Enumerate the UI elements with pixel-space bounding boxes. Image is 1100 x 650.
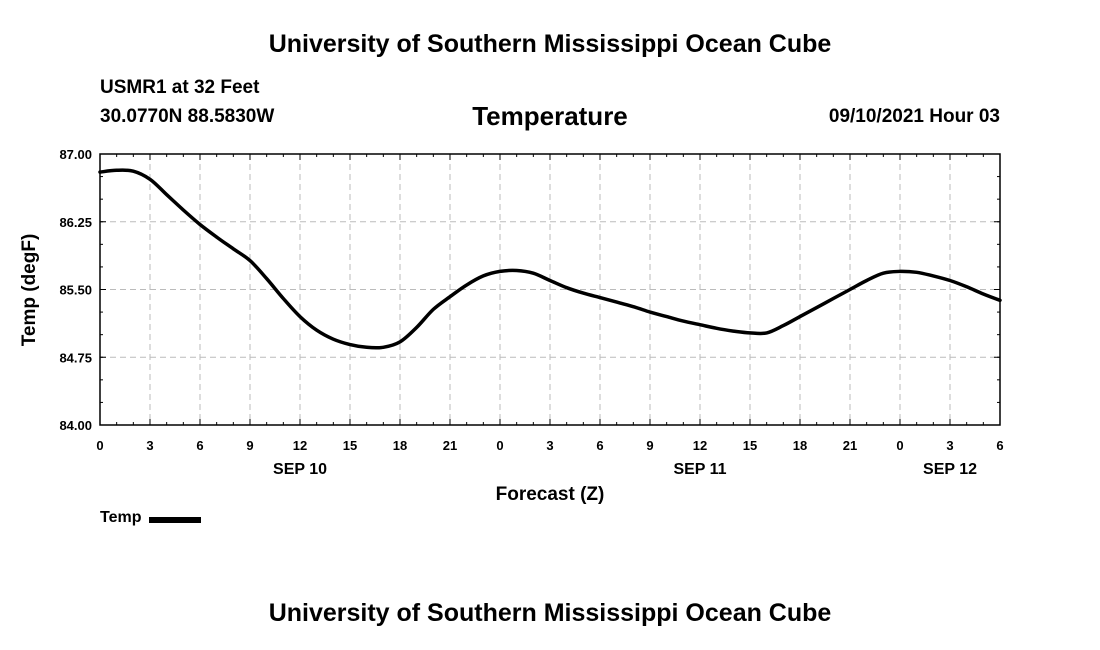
y-tick-label: 87.00 <box>59 147 92 162</box>
x-tick-label: 15 <box>343 438 357 453</box>
x-tick-label: 12 <box>693 438 707 453</box>
day-label: SEP 11 <box>673 461 726 478</box>
x-tick-label: 18 <box>393 438 407 453</box>
series-line-temp <box>98 168 1002 350</box>
legend: Temp <box>100 509 202 527</box>
x-tick-label: 9 <box>646 438 653 453</box>
variable-title: Temperature <box>472 101 628 131</box>
series-group <box>98 168 1002 350</box>
x-tick-label: 6 <box>196 438 203 453</box>
x-tick-label: 0 <box>96 438 103 453</box>
forecast-timestamp: 09/10/2021 Hour 03 <box>828 106 1000 127</box>
x-tick-label: 0 <box>896 438 903 453</box>
day-labels: SEP 10 SEP 11 SEP 12 <box>273 461 977 478</box>
x-tick-label: 3 <box>946 438 953 453</box>
x-tick-label: 6 <box>596 438 603 453</box>
x-tick-label: 0 <box>496 438 503 453</box>
x-axis-label: Forecast (Z) <box>496 484 605 505</box>
chart-grid <box>99 153 1001 426</box>
y-tick-label: 86.25 <box>59 215 92 230</box>
x-tick-label: 21 <box>443 438 457 453</box>
x-tick-label: 18 <box>793 438 807 453</box>
x-tick-label: 9 <box>246 438 253 453</box>
y-tick-label: 84.75 <box>59 350 92 365</box>
day-label: SEP 12 <box>923 461 977 478</box>
chart-header-title: University of Southern Mississippi Ocean… <box>268 30 832 58</box>
station-coordinates: 30.0770N 88.5830W <box>100 106 275 127</box>
x-tick-label: 12 <box>293 438 307 453</box>
y-axis: 84.00 84.75 85.50 86.25 87.00 <box>59 147 1000 433</box>
y-axis-label: Temp (degF) <box>19 234 40 347</box>
legend-label: Temp <box>100 509 142 526</box>
day-label: SEP 10 <box>273 461 327 478</box>
x-tick-label: 21 <box>843 438 857 453</box>
x-tick-label: 15 <box>743 438 757 453</box>
station-label: USMR1 at 32 Feet <box>100 77 260 98</box>
legend-swatch <box>149 516 202 523</box>
x-tick-label: 3 <box>146 438 153 453</box>
y-tick-label: 84.00 <box>59 418 92 433</box>
x-tick-label: 3 <box>546 438 553 453</box>
x-tick-label: 6 <box>996 438 1003 453</box>
y-tick-label: 85.50 <box>59 283 92 298</box>
chart-footer-title: University of Southern Mississippi Ocean… <box>268 599 832 627</box>
x-axis: 0 3 6 9 12 15 18 21 0 3 6 9 12 15 18 21 0 3 6 <box>96 154 1004 453</box>
